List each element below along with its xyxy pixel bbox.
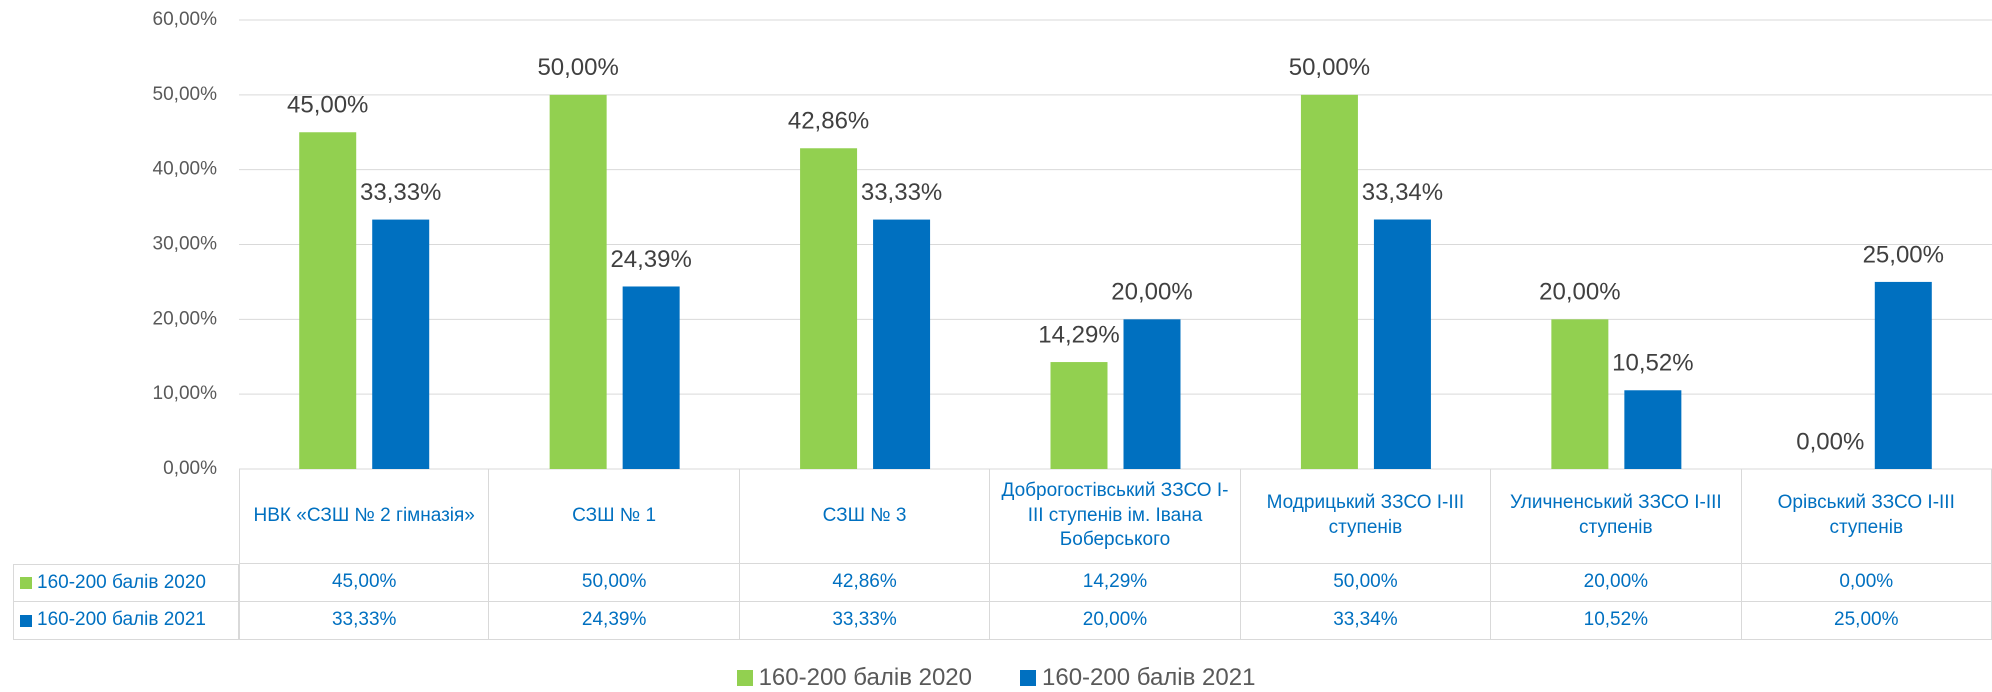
legend: 160-200 балів 2020 160-200 балів 2021 [0, 664, 1992, 692]
bar [1123, 319, 1181, 469]
table-value: 33,33% [739, 602, 991, 640]
table-category: НВК «СЗШ № 2 гімназія» [239, 469, 490, 564]
table-series-label: 160-200 балів 2021 [13, 602, 239, 640]
legend-key [20, 577, 32, 589]
y-tick-label: 50,00% [153, 84, 218, 105]
legend-label: 160-200 балів 2021 [1042, 664, 1256, 691]
table-value: 0,00% [1741, 564, 1992, 602]
bar [299, 132, 357, 469]
data-label: 50,00% [1289, 54, 1370, 81]
bar [372, 219, 430, 469]
table-value: 20,00% [990, 602, 1241, 640]
table-value: 20,00% [1491, 564, 1742, 602]
bar [1373, 219, 1431, 469]
y-tick-label: 20,00% [153, 308, 218, 329]
table-category: Уличненський ЗЗСО І-ІІІ ступенів [1491, 469, 1742, 564]
data-label: 25,00% [1863, 241, 1944, 268]
table-value: 33,34% [1240, 602, 1492, 640]
table-value: 24,39% [489, 602, 740, 640]
data-label: 33,33% [861, 179, 942, 206]
bar [1050, 362, 1108, 469]
bar [622, 286, 680, 469]
y-tick-label: 0,00% [163, 458, 217, 479]
table-value: 50,00% [1240, 564, 1492, 602]
data-label: 33,34% [1362, 179, 1443, 206]
bar [873, 219, 931, 469]
data-label: 20,00% [1111, 279, 1192, 306]
y-tick-label: 10,00% [153, 383, 218, 404]
bar [1300, 94, 1358, 469]
legend-label: 160-200 балів 2020 [758, 664, 972, 691]
table-value: 14,29% [990, 564, 1241, 602]
series-name: 160-200 балів 2020 [37, 571, 206, 593]
bar [1624, 390, 1682, 469]
table-series-label: 160-200 балів 2020 [13, 564, 239, 602]
table-value: 45,00% [239, 564, 490, 602]
bar [800, 148, 858, 469]
data-label: 0,00% [1796, 428, 1864, 455]
table-category: СЗШ № 3 [739, 469, 991, 564]
data-label: 50,00% [537, 54, 618, 81]
data-label: 42,86% [788, 108, 869, 135]
data-label: 10,52% [1612, 350, 1693, 377]
bar [549, 94, 607, 469]
data-label: 45,00% [287, 92, 368, 119]
table-category: Модрицький ЗЗСО І-ІІІ ступенів [1240, 469, 1492, 564]
table-category: СЗШ № 1 [489, 469, 740, 564]
table-category: Доброгостівський ЗЗСО І-ІІІ ступенів ім.… [990, 469, 1241, 564]
bar [1551, 319, 1609, 469]
y-tick-label: 30,00% [153, 234, 218, 255]
y-tick-label: 60,00% [153, 9, 218, 30]
data-label: 24,39% [610, 246, 691, 273]
legend-swatch [1020, 670, 1036, 686]
y-tick-label: 40,00% [153, 159, 218, 180]
table-value: 50,00% [489, 564, 740, 602]
table-value: 42,86% [739, 564, 991, 602]
data-label: 33,33% [360, 179, 441, 206]
legend-swatch [736, 670, 753, 686]
bar [1874, 281, 1932, 469]
table-category: Орівський ЗЗСО І-ІІІ ступенів [1741, 469, 1992, 564]
data-label: 14,29% [1038, 321, 1119, 348]
series-name: 160-200 балів 2021 [37, 609, 206, 631]
table-value: 33,33% [239, 602, 490, 640]
data-label: 20,00% [1539, 279, 1620, 306]
legend-item: 160-200 балів 2021 [1020, 664, 1255, 692]
legend-item: 160-200 балів 2020 [736, 664, 972, 692]
table-value: 25,00% [1741, 602, 1992, 640]
legend-key [20, 614, 32, 627]
table-value: 10,52% [1491, 602, 1742, 640]
